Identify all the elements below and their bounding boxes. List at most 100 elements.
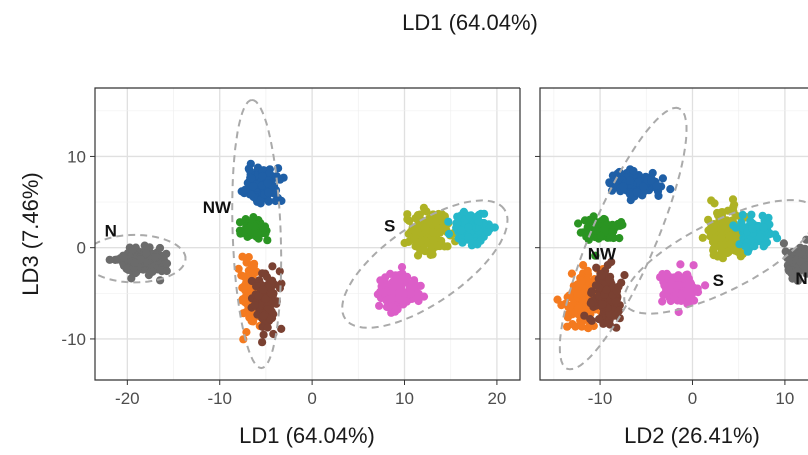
data-point [609,233,618,243]
data-point [375,301,384,310]
panel-ld1-ld3: N NW S -20 -10 0 10 20 -10 0 10 [61,87,521,408]
series-nw-brown [247,262,286,347]
y-axis-title-panel-1: LD3 (7.46%) [18,172,43,296]
data-point [620,271,629,280]
data-point [565,291,574,300]
data-point [457,226,466,235]
data-point [786,256,795,265]
data-point [759,223,768,232]
data-point [258,338,267,347]
data-point [444,229,454,239]
x-axis-title-panel-1: LD1 (64.04%) [239,423,375,448]
data-point [723,247,732,257]
data-point [236,228,245,237]
data-point [709,251,718,260]
x-tick-label: -20 [115,389,140,408]
data-point [148,267,157,276]
data-point [399,275,408,284]
x-tick-label: -10 [207,389,232,408]
data-point [275,267,284,276]
series-nw-blue [605,165,675,205]
cluster-label-n: N [795,269,807,288]
data-point [605,178,614,187]
data-point [444,217,453,226]
data-point [647,176,656,185]
data-point [662,269,672,278]
data-point [747,210,756,219]
series-nw-blue [237,159,288,208]
data-point [268,262,277,271]
data-point [690,296,699,305]
data-point [764,213,773,222]
data-point [404,229,413,239]
data-point [250,222,259,231]
data-point [759,242,768,251]
data-point [277,324,286,333]
data-point [608,220,617,229]
data-point [490,223,499,232]
data-point [719,222,728,231]
data-point [731,231,740,240]
data-point [459,207,468,216]
data-point [277,279,286,288]
data-point [756,233,765,242]
data-point [162,266,171,276]
data-point [155,243,165,253]
data-point [142,249,151,258]
data-point [414,289,423,298]
data-point [398,296,407,305]
data-point [240,281,249,290]
data-point [573,289,582,298]
panel-ld2-ld3: NW S N -10 0 10 [535,87,808,408]
data-point [256,196,265,205]
data-point [254,291,263,301]
data-point [625,176,635,185]
cluster-label-nw: NW [203,198,232,217]
data-point [113,255,122,264]
data-point [238,252,247,261]
data-point [421,223,430,232]
data-point [474,217,483,226]
data-point [395,281,404,290]
data-point [681,271,691,280]
data-point [729,221,738,230]
data-point [591,226,600,235]
data-point [685,287,694,296]
data-point [677,290,686,299]
data-point [604,319,614,328]
data-point [617,278,626,287]
data-point [397,263,407,272]
data-point [411,227,420,236]
data-point [127,274,136,283]
data-point [483,228,492,237]
data-point [779,239,789,248]
data-point [597,271,606,280]
data-point [162,259,172,268]
data-point [576,228,585,237]
data-point [271,196,280,206]
confidence-ellipse [558,106,688,371]
series-n [779,235,808,285]
series-nw-green [574,212,627,260]
data-point [404,237,413,246]
data-point [435,228,444,237]
data-point [557,301,566,310]
data-point [805,248,808,257]
data-point [689,261,698,270]
data-point [639,182,648,191]
data-point [391,271,400,280]
data-point [737,218,746,227]
data-point [376,276,385,285]
data-point [587,288,596,298]
data-point [574,219,583,228]
cluster-label-s: S [384,216,395,235]
panel-frame [539,87,808,381]
data-point [802,235,808,244]
cluster-label-nw: NW [588,245,617,264]
data-point [568,320,577,329]
data-point [670,294,679,303]
data-point [150,253,159,262]
data-point [264,188,273,197]
data-point [416,238,425,247]
data-point [605,275,614,284]
